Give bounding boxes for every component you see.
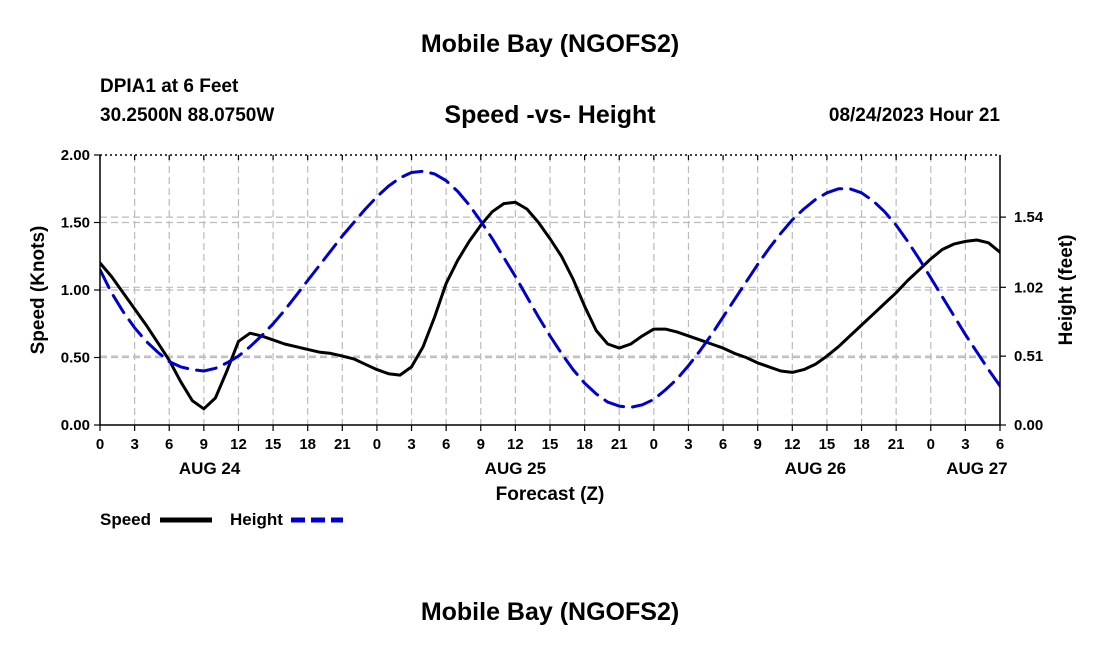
y2-tick-label: 1.54 [1014, 209, 1044, 226]
x-tick-label: 12 [784, 436, 801, 453]
datetime-label: 08/24/2023 Hour 21 [828, 105, 1000, 126]
x-tick-label: 18 [299, 436, 316, 453]
x-tick-label: 18 [576, 436, 593, 453]
x-tick-label: 21 [334, 436, 351, 453]
x-tick-label: 9 [477, 436, 485, 453]
x-tick-label: 6 [165, 436, 173, 453]
footer-title: Mobile Bay (NGOFS2) [420, 598, 680, 626]
x-tick-label: 3 [961, 436, 969, 453]
x-tick-label: 15 [819, 436, 836, 453]
y-tick-label: 1.50 [61, 215, 90, 232]
date-label: AUG 24 [179, 459, 241, 478]
series-speed-line [100, 200, 1000, 411]
y-axis-label: Speed (Knots) [28, 226, 49, 355]
legend: Speed Height [100, 510, 343, 529]
x-tick-label: 6 [996, 436, 1004, 453]
x-tick-label: 0 [650, 436, 658, 453]
x-tick-label: 0 [373, 436, 381, 453]
x-tick-label: 12 [507, 436, 524, 453]
series-height-line [100, 169, 1000, 409]
date-label: AUG 25 [485, 459, 546, 478]
y2-tick-label: 1.02 [1014, 279, 1043, 296]
x-tick-label: 15 [542, 436, 559, 453]
legend-height-label: Height [230, 510, 283, 529]
grid-layer [100, 155, 1000, 425]
x-tick-label: 0 [927, 436, 935, 453]
coordinates-label: 30.2500N 88.0750W [100, 105, 275, 126]
legend-speed-label: Speed [100, 510, 151, 529]
x-tick-label: 9 [200, 436, 208, 453]
x-tick-label: 12 [230, 436, 247, 453]
x-tick-label: 15 [265, 436, 282, 453]
date-label: AUG 26 [785, 459, 846, 478]
x-tick-label: 18 [853, 436, 870, 453]
y-tick-label: 0.50 [61, 350, 90, 367]
x-tick-label: 3 [407, 436, 415, 453]
x-tick-label: 3 [684, 436, 692, 453]
x-axis-label: Forecast (Z) [496, 484, 605, 505]
station-label: DPIA1 at 6 Feet [100, 76, 239, 97]
y-tick-label: 1.00 [61, 282, 90, 299]
axis-layer: 0 3 6 9 12 15 18 21 0 3 6 9 12 15 18 21 0 3 6 9 12 15 18 21 0 3 6A… [61, 147, 1044, 478]
x-tick-label: 21 [888, 436, 905, 453]
date-label: AUG 27 [946, 459, 1007, 478]
y-tick-label: 2.00 [61, 147, 90, 164]
y2-tick-label: 0.00 [1014, 417, 1043, 434]
x-tick-label: 0 [96, 436, 104, 453]
y2-tick-label: 0.51 [1014, 348, 1043, 365]
series-layer [100, 169, 1000, 411]
x-tick-label: 3 [130, 436, 138, 453]
x-tick-label: 6 [442, 436, 450, 453]
x-tick-label: 6 [719, 436, 727, 453]
chart-title: Speed -vs- Height [444, 101, 656, 129]
y2-axis-label: Height (feet) [1056, 235, 1077, 346]
x-tick-label: 21 [611, 436, 628, 453]
x-tick-label: 9 [754, 436, 762, 453]
y-tick-label: 0.00 [61, 417, 90, 434]
header-title: Mobile Bay (NGOFS2) [420, 30, 680, 58]
